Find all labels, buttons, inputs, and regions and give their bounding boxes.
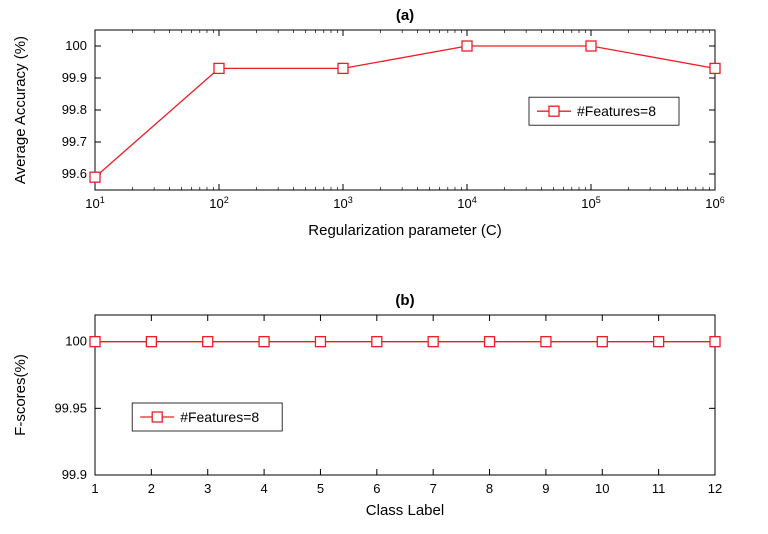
svg-text:3: 3 [204, 481, 211, 496]
svg-text:100: 100 [65, 334, 87, 349]
svg-text:#Features=8: #Features=8 [180, 409, 259, 425]
svg-text:11: 11 [652, 481, 666, 496]
svg-text:99.9: 99.9 [62, 70, 87, 85]
svg-text:5: 5 [317, 481, 324, 496]
chart-b-ylabel: F-scores(%) [12, 354, 29, 436]
svg-text:105: 105 [581, 195, 600, 211]
svg-text:100: 100 [65, 38, 87, 53]
svg-text:102: 102 [209, 195, 228, 211]
chart-b-series [90, 337, 720, 347]
chart-b: (b) F-scores(%) Class Label 99.9 99.95 100… [12, 292, 722, 519]
svg-text:101: 101 [85, 195, 104, 211]
chart-a-xlabel: Regularization parameter (C) [308, 222, 501, 239]
svg-text:104: 104 [457, 195, 476, 211]
svg-text:106: 106 [705, 195, 724, 211]
chart-a-title: (a) [396, 7, 414, 24]
chart-a: (a) Average Accuracy (%) Regularization … [12, 7, 725, 239]
chart-b-plotarea [95, 315, 715, 475]
svg-text:103: 103 [333, 195, 352, 211]
svg-text:99.8: 99.8 [62, 102, 87, 117]
chart-b-xlabel: Class Label [366, 502, 444, 519]
svg-text:99.95: 99.95 [54, 400, 87, 415]
chart-b-title: (b) [395, 292, 414, 309]
svg-text:7: 7 [430, 481, 437, 496]
charts-svg: (a) Average Accuracy (%) Regularization … [0, 0, 768, 534]
chart-a-legend: #Features=8 [529, 97, 679, 125]
svg-text:6: 6 [373, 481, 380, 496]
svg-text:10: 10 [595, 481, 609, 496]
svg-text:2: 2 [148, 481, 155, 496]
svg-text:9: 9 [542, 481, 549, 496]
svg-text:4: 4 [260, 481, 267, 496]
svg-text:12: 12 [708, 481, 722, 496]
figure-container: (a) Average Accuracy (%) Regularization … [0, 0, 768, 534]
svg-text:99.6: 99.6 [62, 166, 87, 181]
svg-text:#Features=8: #Features=8 [577, 103, 656, 119]
svg-text:99.9: 99.9 [62, 467, 87, 482]
svg-text:1: 1 [91, 481, 98, 496]
svg-text:99.7: 99.7 [62, 134, 87, 149]
chart-b-legend: #Features=8 [132, 403, 282, 431]
svg-text:8: 8 [486, 481, 493, 496]
chart-a-ylabel: Average Accuracy (%) [12, 36, 29, 184]
